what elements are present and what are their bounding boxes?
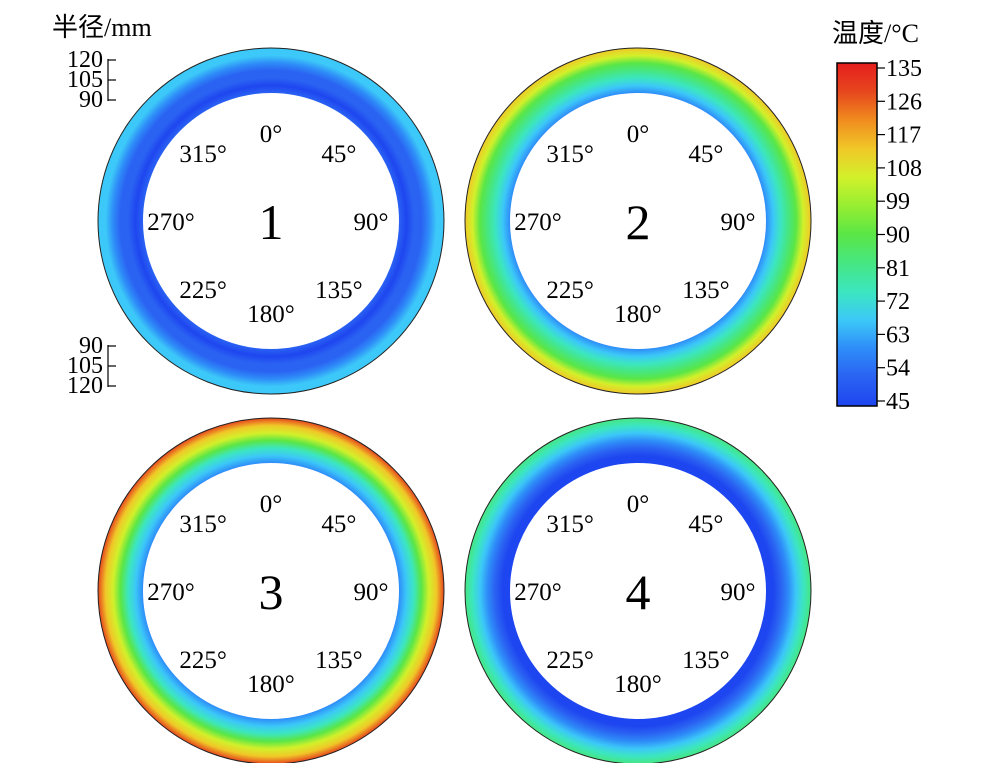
angle-label: 180° xyxy=(247,671,295,698)
angle-label: 315° xyxy=(546,511,594,538)
colorbar-tick-label: 117 xyxy=(886,123,921,149)
radius-tick-label: 120 xyxy=(67,373,103,399)
colorbar-tick-label: 108 xyxy=(886,156,922,182)
ring-outer-edge xyxy=(97,417,445,763)
angle-label: 270° xyxy=(147,579,195,606)
angle-label: 45° xyxy=(321,511,356,538)
radius-scale-top: 120 105 90 xyxy=(67,47,116,113)
radius-tick-label: 120 xyxy=(67,47,103,73)
angle-label: 45° xyxy=(321,141,356,168)
radius-tick-label: 105 xyxy=(67,67,103,93)
panel-number: 3 xyxy=(259,564,284,620)
angle-label: 225° xyxy=(546,647,594,674)
colorbar-tick-label: 90 xyxy=(886,223,910,249)
angle-label: 135° xyxy=(315,647,363,674)
colorbar-ticks: 135 126 117 108 99 90 81 72 63 54 45 xyxy=(877,56,922,415)
angle-label: 135° xyxy=(315,277,363,304)
angle-label: 270° xyxy=(147,209,195,236)
colorbar-tick-label: 81 xyxy=(886,256,910,282)
angle-label: 270° xyxy=(514,579,562,606)
angle-label: 225° xyxy=(546,277,594,304)
radius-tick-label: 90 xyxy=(79,333,103,359)
angle-label: 45° xyxy=(688,511,723,538)
angle-label: 0° xyxy=(627,491,650,518)
ring-panel-1: 0° 45° 90° 135° 180° 225° 270° 315° 1 xyxy=(97,47,445,395)
angle-label: 0° xyxy=(260,121,283,148)
panel-number: 4 xyxy=(626,564,651,620)
ring-panel-2: 0° 45° 90° 135° 180° 225° 270° 315° 2 xyxy=(464,47,812,395)
colorbar-gradient xyxy=(837,63,877,406)
angle-label: 180° xyxy=(614,301,662,328)
angle-label: 0° xyxy=(627,121,650,148)
radius-scale-bottom: 90 105 120 xyxy=(67,333,116,399)
angle-label: 90° xyxy=(354,579,389,606)
angle-label: 90° xyxy=(721,579,756,606)
angle-label: 90° xyxy=(354,209,389,236)
colorbar-tick-label: 135 xyxy=(886,56,922,82)
angle-label: 135° xyxy=(682,647,730,674)
ring-panel-4: 0° 45° 90° 135° 180° 225° 270° 315° 4 xyxy=(464,417,812,763)
ring-annulus xyxy=(465,48,811,394)
radius-axis-label: 半径/mm xyxy=(52,13,152,42)
ring-outer-edge xyxy=(464,47,812,395)
colorbar-tick-label: 63 xyxy=(886,322,910,348)
ring-outer-edge xyxy=(97,47,445,395)
ring-outer-edge xyxy=(464,417,812,763)
angle-label: 225° xyxy=(179,647,227,674)
colorbar-tick-label: 126 xyxy=(886,89,922,115)
angle-label: 0° xyxy=(260,491,283,518)
radius-tick-label: 90 xyxy=(79,87,103,113)
colorbar-tick-label: 54 xyxy=(886,356,910,382)
ring-annulus xyxy=(98,418,444,763)
angle-label: 180° xyxy=(247,301,295,328)
angle-label: 225° xyxy=(179,277,227,304)
ring-panels: 0° 45° 90° 135° 180° 225° 270° 315° 1 0° 45° 90° 135… xyxy=(97,47,812,763)
angle-label: 90° xyxy=(721,209,756,236)
angle-label: 315° xyxy=(546,141,594,168)
colorbar-title: 温度/°C xyxy=(832,19,919,48)
ring-annulus xyxy=(465,418,811,763)
colorbar-tick-label: 99 xyxy=(886,189,910,215)
angle-label: 180° xyxy=(614,671,662,698)
angle-label: 315° xyxy=(179,511,227,538)
angle-label: 315° xyxy=(179,141,227,168)
angle-label: 45° xyxy=(688,141,723,168)
panel-number: 2 xyxy=(626,194,651,250)
colorbar-tick-label: 45 xyxy=(886,389,910,415)
ring-annulus xyxy=(98,48,444,394)
colorbar-tick-label: 72 xyxy=(886,289,910,315)
radius-tick-label: 105 xyxy=(67,353,103,379)
angle-label: 135° xyxy=(682,277,730,304)
panel-number: 1 xyxy=(259,194,284,250)
angle-label: 270° xyxy=(514,209,562,236)
ring-panel-3: 0° 45° 90° 135° 180° 225° 270° 315° 3 xyxy=(97,417,445,763)
colorbar: 温度/°C 135 126 117 108 99 90 81 72 63 54 45 xyxy=(832,19,922,415)
